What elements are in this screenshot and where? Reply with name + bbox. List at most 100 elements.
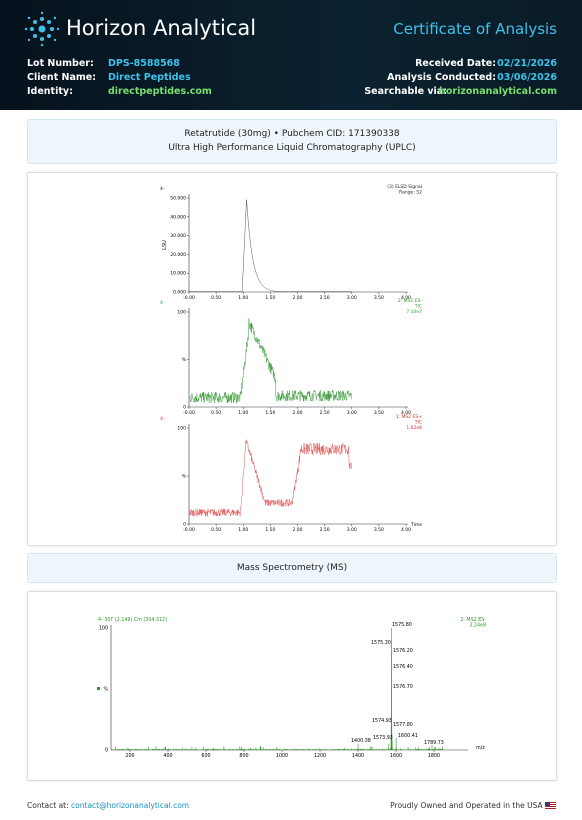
x-tick-label: 4.00 [401, 410, 411, 416]
x-tick-label: 2.50 [320, 527, 330, 533]
x-tick-label: 3.50 [374, 295, 384, 301]
x-tick-label: 1000 [276, 753, 288, 759]
x-tick-label: 2.00 [292, 295, 302, 301]
field-value: horizonanalytical.com [439, 86, 557, 97]
ms-title: Mass Spectrometry (MS) [236, 563, 348, 573]
footer-contact: Contact at: contact@horizonanalytical.co… [27, 801, 189, 810]
x-tick-label: -0.00 [183, 410, 195, 416]
x-tick-label: 4.00 [401, 527, 411, 533]
logo [24, 11, 60, 47]
peak-label: 1573.93 [373, 735, 393, 741]
peak-label: 1576.70 [393, 684, 413, 690]
footer-origin: Proudly Owned and Operated in the USA [390, 801, 556, 810]
x-tick-label: 1.50 [265, 410, 275, 416]
x-tick-label: 400 [163, 753, 172, 759]
trace [189, 199, 352, 292]
peak-label: 1600.41 [398, 733, 418, 739]
peak-label: 1400.38 [351, 738, 371, 744]
field-label: Identity: [27, 86, 73, 97]
trace [188, 439, 352, 517]
panel-tag: 4- [160, 300, 165, 306]
peak-label: 1576.40 [393, 664, 413, 670]
marker [97, 687, 100, 690]
y-tick-label: 50.000 [170, 196, 186, 202]
field-label: Analysis Conducted: [387, 72, 496, 83]
x-tick-label: 3.50 [374, 527, 384, 533]
field-value: directpeptides.com [108, 86, 212, 97]
panel-tag: 4- [160, 416, 165, 422]
contact-label: Contact at: [27, 801, 69, 810]
field-value: Direct Peptides [108, 72, 191, 83]
field-value: 02/21/2026 [497, 58, 557, 69]
y-tick-label: 100 [99, 626, 108, 632]
peak-label: 1575.80 [392, 622, 412, 628]
panel-tag: 4- [160, 186, 165, 192]
trace-legend: 2: MS2 ES- [398, 298, 423, 304]
doc-title: Certificate of Analysis [393, 20, 557, 38]
y-tick-label: 30.000 [170, 233, 186, 239]
ms-panel: 4- 30T (2.149) Cm (304:312) 2: MS2 ES- 3.2… [27, 591, 557, 781]
x-tick-label: 1.50 [265, 295, 275, 301]
peak-label: 1789.73 [424, 740, 444, 746]
x-tick-label: 2.00 [292, 410, 302, 416]
x-tick-label: 1600 [390, 753, 402, 759]
brand: Horizon Analytical [66, 16, 257, 40]
trace-legend: 1.62e8 [406, 425, 422, 431]
x-tick-label: 1400 [352, 753, 364, 759]
y-tick-label: 10.000 [170, 271, 186, 277]
y-tick-label: 0 [105, 748, 108, 754]
peak-label: 1577.80 [393, 722, 413, 728]
x-tick-label: 1.50 [265, 527, 275, 533]
x-tick-label: 0.50 [211, 410, 221, 416]
spectrum [110, 628, 444, 750]
y-tick-label: 0 [183, 405, 186, 411]
field-label: Lot Number: [27, 58, 94, 69]
y-tick-label: 20.000 [170, 252, 186, 258]
x-tick-label: 1.00 [238, 527, 248, 533]
x-tick-label: 3.00 [347, 527, 357, 533]
x-tick-label: 3.50 [374, 410, 384, 416]
x-tick-label: 0.50 [211, 295, 221, 301]
y-tick-label: % [182, 474, 187, 480]
trace-legend: TIC [414, 304, 422, 310]
x-tick-label: -0.00 [183, 527, 195, 533]
trace-legend: (3) ELSD Signal [387, 184, 422, 190]
ms-legend: 2: MS2 ES- [460, 617, 486, 623]
x-tick-label: 800 [239, 753, 248, 759]
ms-box: Mass Spectrometry (MS) [27, 553, 557, 583]
trace [188, 318, 352, 404]
peak-label: 1576.20 [393, 648, 413, 654]
trace-legend: Range: 52 [399, 190, 422, 196]
y-tick-label: 100 [177, 310, 186, 316]
field-label: Searchable via: [364, 86, 447, 97]
x-tick-label: 3.00 [347, 295, 357, 301]
y-tick-label: 40.000 [170, 214, 186, 220]
hplc-panel: 4- (3) ELSD Signal Range: 52 LSU 50.000 40.00… [27, 172, 557, 546]
x-tick-label: -0.00 [183, 295, 195, 301]
x-tick-label: 2.50 [320, 410, 330, 416]
ms-chart: 4- 30T (2.149) Cm (304:312) 2: MS2 ES-3.2… [97, 617, 486, 759]
us-flag [545, 802, 556, 809]
field-label: Received Date: [415, 58, 496, 69]
field-label: Client Name: [27, 72, 97, 83]
peak-label: 1575.30 [371, 640, 391, 646]
x-tick-label: 3.00 [347, 410, 357, 416]
y-label: LSU [162, 240, 168, 250]
origin: Proudly Owned and Operated in the USA [390, 801, 543, 810]
x-tick-label: 1800 [428, 753, 440, 759]
x-tick-label: 1.00 [238, 410, 248, 416]
peak-label: 1574.93 [372, 718, 392, 724]
y-tick-label: 0 [183, 522, 186, 528]
sample-box: Retatrutide (30mg) • Pubchem CID: 171390… [27, 119, 557, 164]
x-tick-label: 1200 [314, 753, 326, 759]
sample-method: Ultra High Performance Liquid Chromatogr… [168, 143, 416, 153]
contact-email[interactable]: contact@horizonanalytical.com [71, 801, 190, 810]
header: Horizon Analytical Certificate of Analys… [0, 0, 582, 110]
field-value: DPS-8588568 [108, 58, 180, 69]
x-tick-label: 600 [201, 753, 210, 759]
y-tick-label: 100 [177, 426, 186, 432]
trace-legend: 1: MS2 ES+ [396, 414, 423, 420]
sample-line: Retatrutide (30mg) • Pubchem CID: 171390… [184, 129, 400, 139]
